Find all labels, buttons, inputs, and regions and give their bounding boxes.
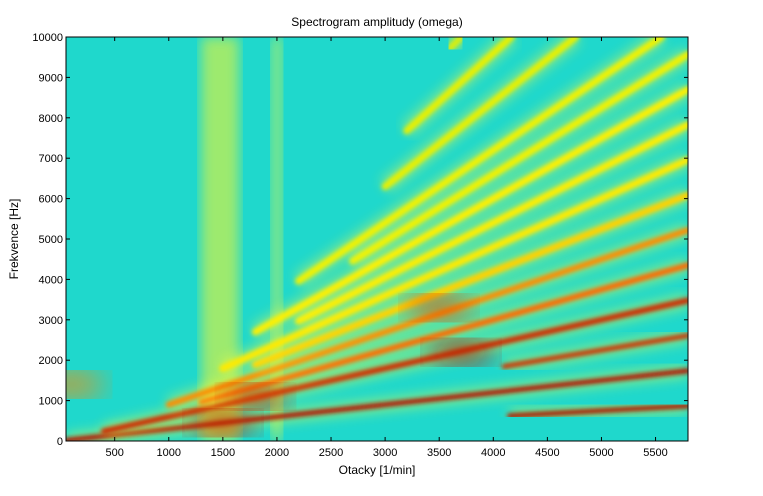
x-tick-label: 4000 xyxy=(481,447,505,459)
x-tick-label: 1000 xyxy=(157,447,181,459)
hot-spot xyxy=(66,372,106,397)
order-line xyxy=(295,121,688,325)
plot-area xyxy=(66,37,688,441)
vertical-band xyxy=(201,37,240,441)
hot-spot xyxy=(405,295,474,320)
order-line xyxy=(198,262,688,405)
x-tick-label: 2500 xyxy=(319,447,343,459)
hot-spots xyxy=(66,295,495,435)
x-tick-label: 1500 xyxy=(211,447,235,459)
x-tick-label: 5000 xyxy=(589,447,613,459)
order-line xyxy=(295,37,666,285)
order-line xyxy=(501,333,688,369)
order-line xyxy=(251,86,688,336)
y-tick-label: 0 xyxy=(57,436,63,448)
y-tick-label: 9000 xyxy=(39,72,63,84)
y-tick-label: 4000 xyxy=(39,274,63,286)
order-lines xyxy=(66,37,688,441)
order-line xyxy=(446,37,465,52)
x-tick-label: 4500 xyxy=(535,447,559,459)
y-tick-label: 6000 xyxy=(39,194,63,206)
x-tick-label: 2000 xyxy=(265,447,289,459)
order-line xyxy=(66,368,688,441)
y-tick-label: 10000 xyxy=(32,32,63,44)
order-line xyxy=(349,50,688,265)
x-tick-label: 500 xyxy=(105,447,123,459)
y-axis-label: Frekvence [Hz] xyxy=(7,199,21,280)
y-tick-label: 3000 xyxy=(39,315,63,327)
order-line xyxy=(403,37,515,135)
x-tick-label: 3000 xyxy=(373,447,397,459)
y-axis-ticks: 0 1000 2000 3000 4000 5000 6000 7000 8000 9000 100… xyxy=(32,32,688,448)
vertical-bands xyxy=(201,37,283,441)
y-tick-label: 8000 xyxy=(39,113,63,125)
y-tick-label: 7000 xyxy=(39,153,63,165)
y-tick-label: 2000 xyxy=(39,355,63,367)
order-line xyxy=(100,297,688,435)
y-tick-label: 5000 xyxy=(39,234,63,246)
y-tick-label: 1000 xyxy=(39,396,63,408)
chart-title: Spectrogram amplitudy (omega) xyxy=(291,15,462,29)
x-axis-ticks: 500 1000 1500 2000 2500 3000 3500 4000 4500 5000 5… xyxy=(105,37,668,459)
x-tick-label: 5500 xyxy=(643,447,667,459)
order-line xyxy=(381,37,580,190)
order-line xyxy=(507,403,688,419)
hot-spot xyxy=(188,410,257,435)
hot-spot xyxy=(426,340,495,365)
order-line xyxy=(251,191,688,369)
hot-spot xyxy=(221,384,290,409)
x-tick-label: 3500 xyxy=(427,447,451,459)
vertical-band xyxy=(271,37,283,441)
order-line xyxy=(219,156,688,372)
x-axis-label: Otacky [1/min] xyxy=(339,463,416,477)
